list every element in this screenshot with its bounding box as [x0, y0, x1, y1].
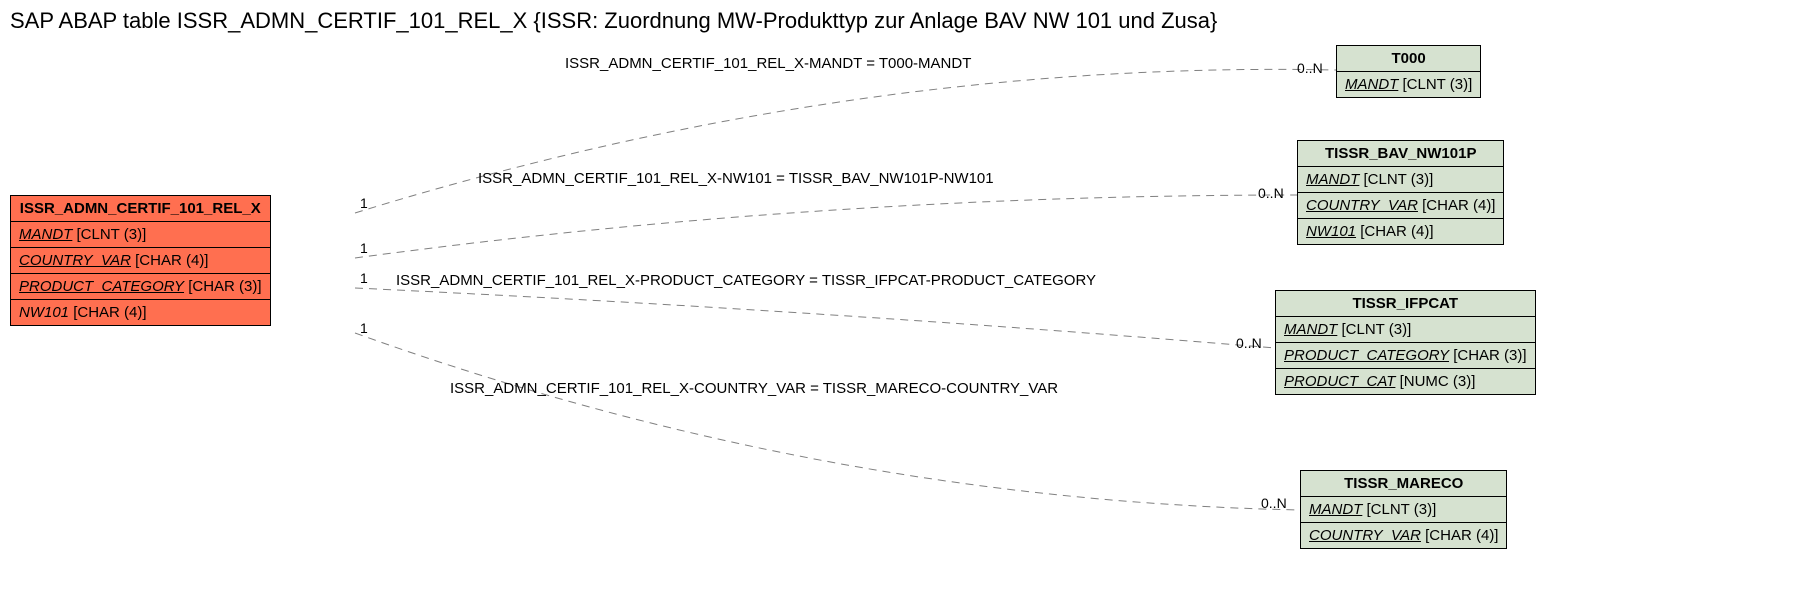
field-name: PRODUCT_CAT	[1284, 373, 1395, 390]
page-title: SAP ABAP table ISSR_ADMN_CERTIF_101_REL_…	[10, 8, 1217, 34]
field-type: [CHAR (4)]	[1360, 223, 1433, 240]
field-name: PRODUCT_CATEGORY	[19, 278, 184, 295]
relation-edge	[355, 195, 1297, 258]
field-name: MANDT	[1306, 171, 1359, 188]
entity-main: ISSR_ADMN_CERTIF_101_REL_X MANDT [CLNT (…	[10, 195, 271, 326]
entity-t000: T000 MANDT [CLNT (3)]	[1336, 45, 1481, 98]
field-name: MANDT	[19, 226, 72, 243]
cardinality-left: 1	[360, 240, 368, 256]
relation-label: ISSR_ADMN_CERTIF_101_REL_X-MANDT = T000-…	[565, 55, 971, 72]
cardinality-right: 0..N	[1261, 495, 1287, 511]
cardinality-left: 1	[360, 195, 368, 211]
field-name: MANDT	[1309, 501, 1362, 518]
cardinality-left: 1	[360, 320, 368, 336]
entity-tissr-bav-nw101p: TISSR_BAV_NW101P MANDT [CLNT (3)] COUNTR…	[1297, 140, 1504, 245]
field-type: [CLNT (3)]	[1403, 76, 1473, 93]
cardinality-left: 1	[360, 270, 368, 286]
entity-tissr-ifpcat: TISSR_IFPCAT MANDT [CLNT (3)] PRODUCT_CA…	[1275, 290, 1536, 395]
field-name: NW101	[1306, 223, 1356, 240]
field-type: [CHAR (4)]	[1425, 527, 1498, 544]
entity-field: MANDT [CLNT (3)]	[1276, 317, 1536, 343]
diagram-canvas: SAP ABAP table ISSR_ADMN_CERTIF_101_REL_…	[0, 0, 1793, 615]
field-name: MANDT	[1284, 321, 1337, 338]
field-type: [CLNT (3)]	[1367, 501, 1437, 518]
entity-title: T000	[1337, 46, 1481, 72]
entity-field: PRODUCT_CATEGORY [CHAR (3)]	[11, 274, 271, 300]
entity-main-title: ISSR_ADMN_CERTIF_101_REL_X	[11, 196, 271, 222]
field-name: COUNTRY_VAR	[19, 252, 131, 269]
field-name: NW101	[19, 304, 69, 321]
field-name: PRODUCT_CATEGORY	[1284, 347, 1449, 364]
entity-field: PRODUCT_CATEGORY [CHAR (3)]	[1276, 343, 1536, 369]
entity-field: NW101 [CHAR (4)]	[11, 300, 271, 326]
entity-field: COUNTRY_VAR [CHAR (4)]	[1298, 193, 1504, 219]
field-name: COUNTRY_VAR	[1306, 197, 1418, 214]
entity-title: TISSR_MARECO	[1301, 471, 1507, 497]
entity-title: TISSR_IFPCAT	[1276, 291, 1536, 317]
field-type: [CLNT (3)]	[1364, 171, 1434, 188]
entity-field: MANDT [CLNT (3)]	[1301, 497, 1507, 523]
field-name: COUNTRY_VAR	[1309, 527, 1421, 544]
field-type: [CLNT (3)]	[77, 226, 147, 243]
relation-label: ISSR_ADMN_CERTIF_101_REL_X-COUNTRY_VAR =…	[450, 380, 1058, 397]
relation-edge	[355, 69, 1336, 213]
field-type: [CHAR (4)]	[73, 304, 146, 321]
entity-title: TISSR_BAV_NW101P	[1298, 141, 1504, 167]
field-type: [CHAR (3)]	[1453, 347, 1526, 364]
field-type: [CHAR (4)]	[1422, 197, 1495, 214]
entity-field: NW101 [CHAR (4)]	[1298, 219, 1504, 245]
field-type: [CHAR (4)]	[135, 252, 208, 269]
field-name: MANDT	[1345, 76, 1398, 93]
entity-field: MANDT [CLNT (3)]	[1298, 167, 1504, 193]
cardinality-right: 0..N	[1258, 185, 1284, 201]
field-type: [CLNT (3)]	[1342, 321, 1412, 338]
relation-edge	[355, 288, 1275, 348]
entity-field: COUNTRY_VAR [CHAR (4)]	[11, 248, 271, 274]
relation-label: ISSR_ADMN_CERTIF_101_REL_X-NW101 = TISSR…	[478, 170, 994, 187]
entity-field: MANDT [CLNT (3)]	[1337, 72, 1481, 98]
relation-edge	[355, 333, 1300, 510]
entity-field: COUNTRY_VAR [CHAR (4)]	[1301, 523, 1507, 549]
cardinality-right: 0..N	[1297, 60, 1323, 76]
field-type: [NUMC (3)]	[1400, 373, 1476, 390]
entity-field: MANDT [CLNT (3)]	[11, 222, 271, 248]
field-type: [CHAR (3)]	[188, 278, 261, 295]
entity-field: PRODUCT_CAT [NUMC (3)]	[1276, 369, 1536, 395]
relation-label: ISSR_ADMN_CERTIF_101_REL_X-PRODUCT_CATEG…	[396, 272, 1096, 289]
entity-tissr-mareco: TISSR_MARECO MANDT [CLNT (3)] COUNTRY_VA…	[1300, 470, 1507, 549]
cardinality-right: 0..N	[1236, 335, 1262, 351]
